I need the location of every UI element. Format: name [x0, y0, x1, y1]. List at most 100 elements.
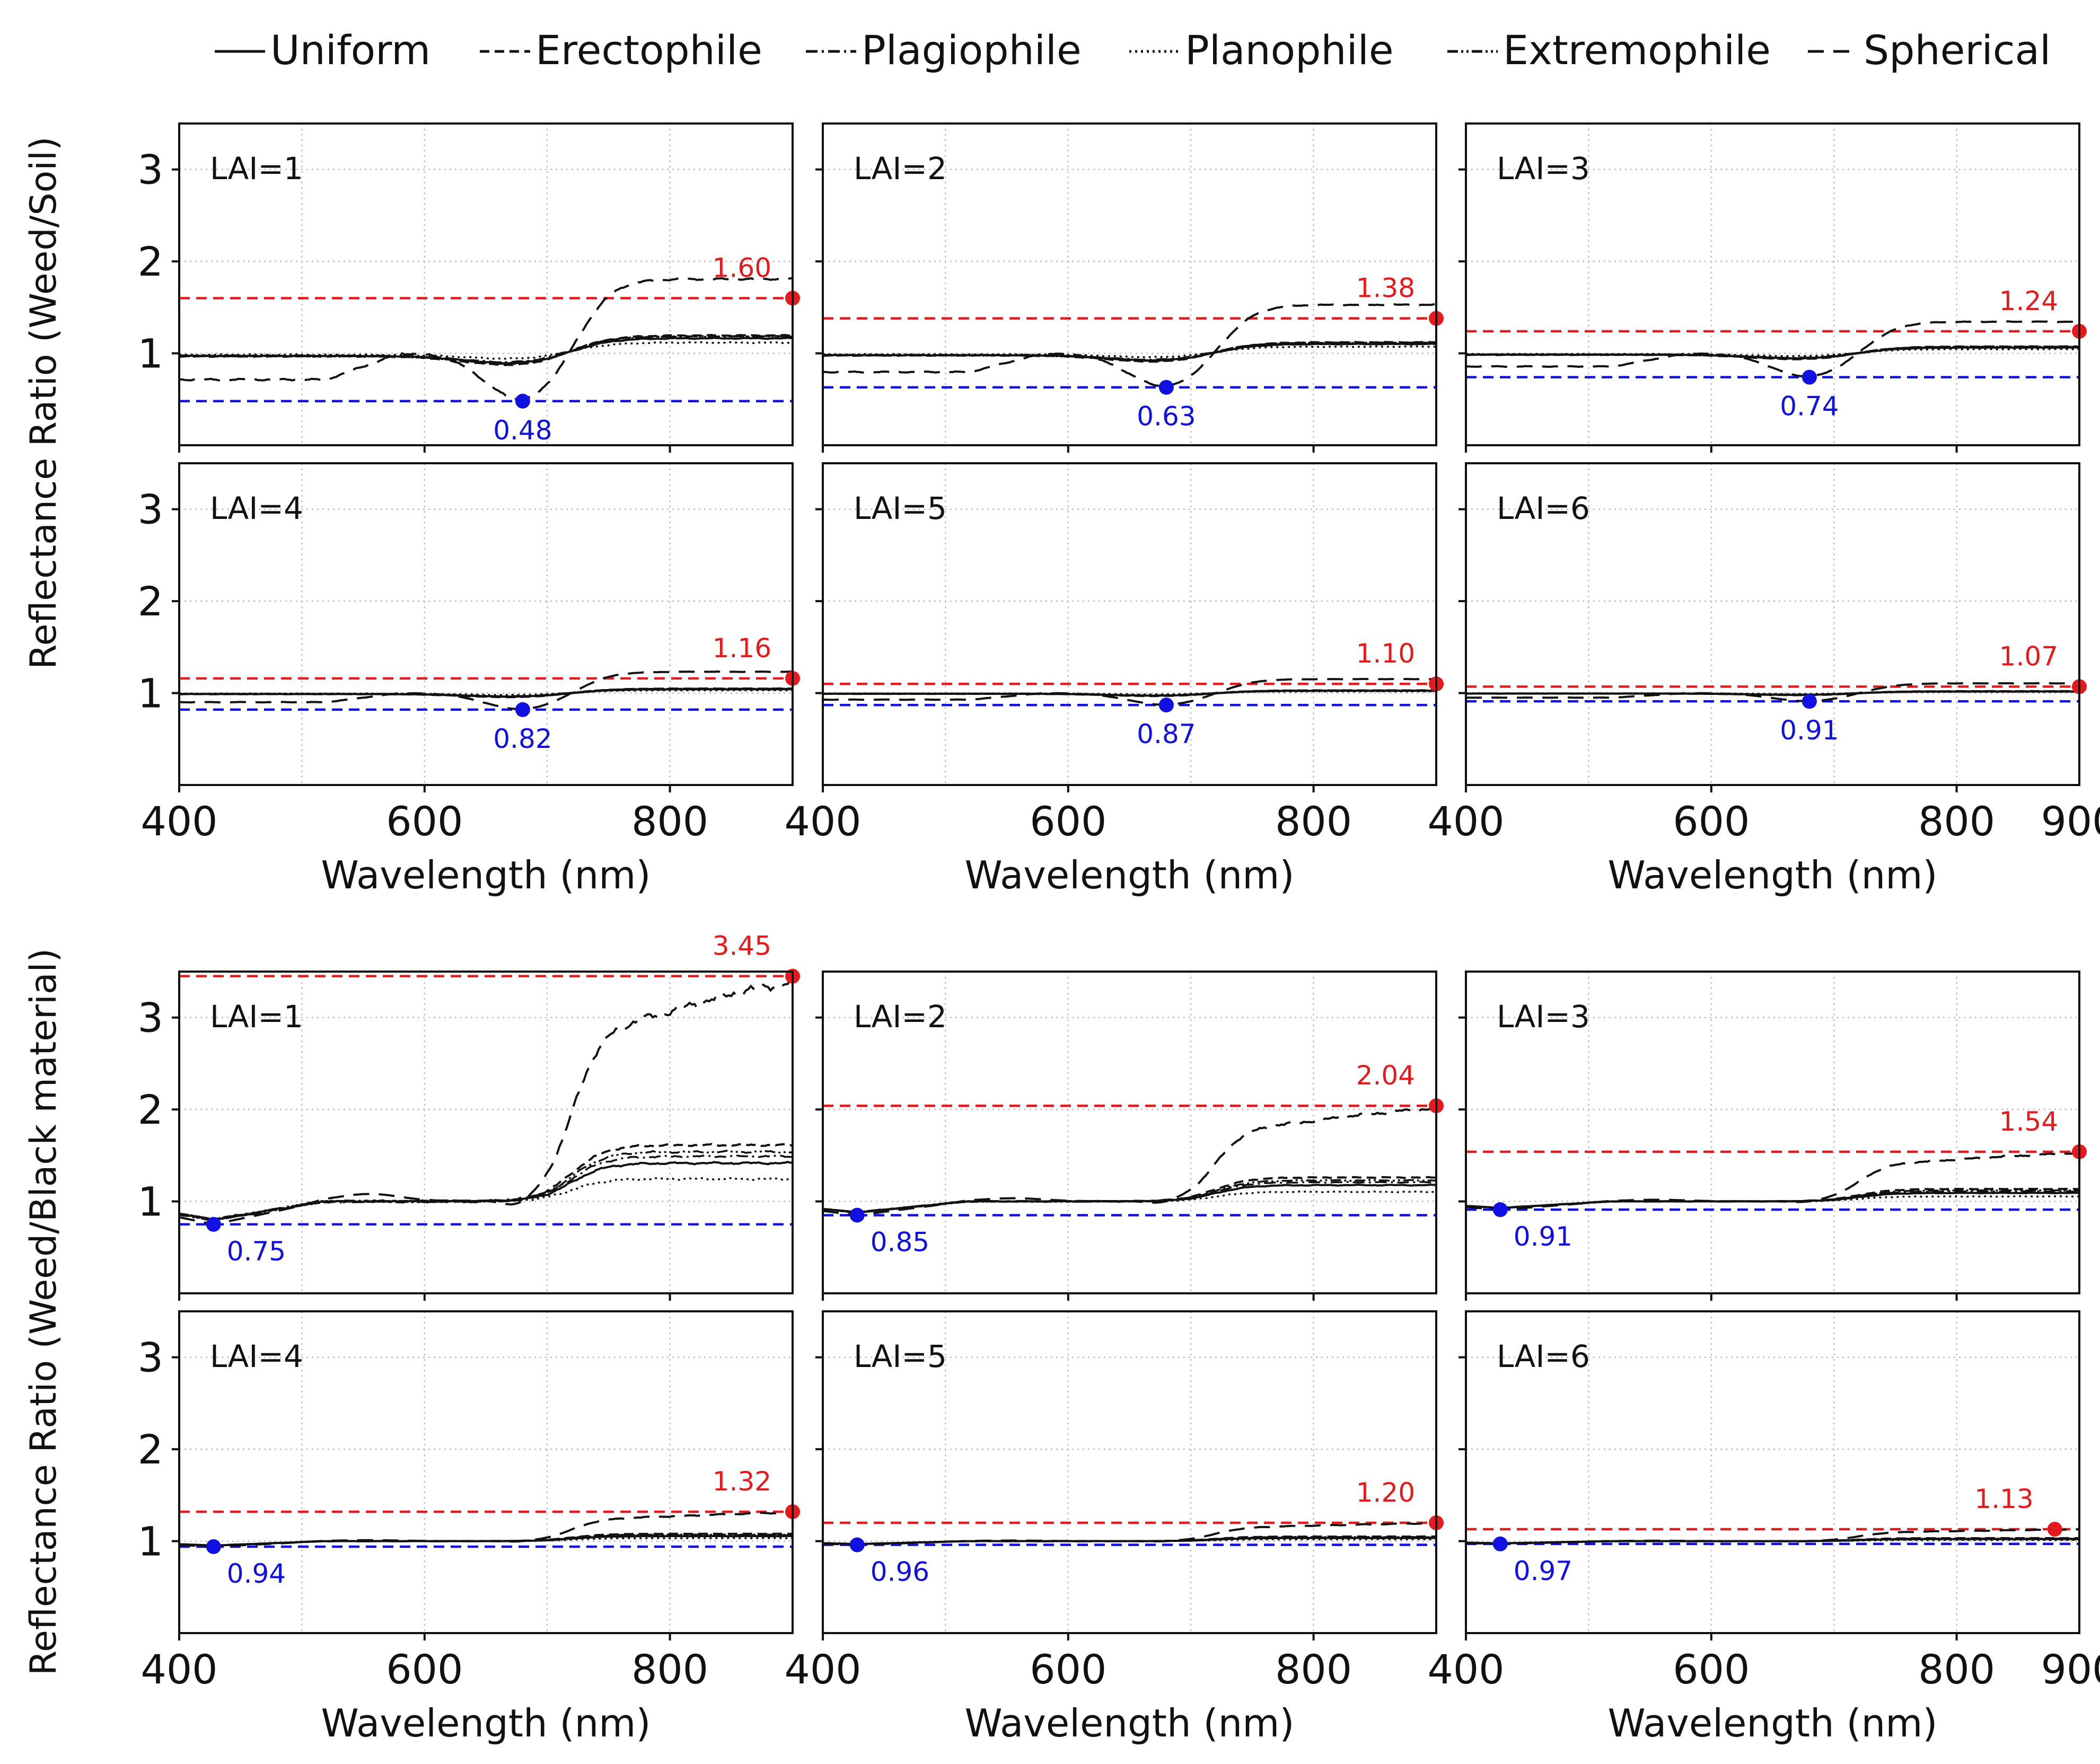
- min-point: [1802, 694, 1817, 709]
- y-tick-label: 2: [138, 578, 163, 625]
- panel-lai-3: 1.54 0.91 LAI=3: [1458, 971, 2087, 1301]
- series-line-spherical: [1466, 1189, 2079, 1209]
- max-value-label: 1.24: [1999, 286, 2058, 316]
- panel-lai-2: 2.04 0.85 LAI=2: [815, 971, 1444, 1301]
- min-value-label: 0.97: [1514, 1556, 1572, 1586]
- min-value-label: 0.91: [1780, 715, 1839, 746]
- series-line-spherical: [1466, 346, 2079, 360]
- panel-frame: [1465, 462, 2080, 786]
- series-line-uniform: [179, 670, 793, 711]
- panel-lai-4: 1.32 0.94 LAI=4 400 600 800 1 2 3 Wavelength (nm): [138, 1310, 800, 1745]
- panel-lai-1: 3.45 0.75 LAI=1 1 2 3: [138, 931, 800, 1301]
- y-axis-label-top: Reflectance Ratio (Weed/Soil): [23, 136, 65, 669]
- series-line-extremophile: [823, 1190, 1436, 1214]
- chart-group-weed-soil: 1.60 0.48 LAI=1 1 2 3 1.38 0.63 LAI=2 1.24 0.74 LAI…: [138, 122, 2100, 897]
- series-line-erectophile: [823, 342, 1436, 362]
- max-value-label: 1.10: [1356, 638, 1415, 669]
- x-tick-label: 800: [1275, 798, 1352, 845]
- x-tick-label: 800: [631, 1646, 708, 1693]
- lai-label: LAI=6: [1497, 1338, 1590, 1374]
- x-tick-label: 600: [386, 1646, 463, 1693]
- lai-label: LAI=1: [210, 999, 303, 1035]
- panel-frame: [1465, 122, 2080, 446]
- legend: Uniform Erectophile Plagiophile Planophile E…: [215, 27, 2051, 74]
- y-tick-label: 2: [138, 1426, 163, 1473]
- series-line-spherical: [1466, 690, 2079, 696]
- x-axis-label: Wavelength (nm): [321, 853, 651, 897]
- x-tick-label: 400: [1427, 798, 1504, 845]
- lai-label: LAI=4: [210, 1338, 303, 1374]
- min-value-label: 0.63: [1137, 401, 1196, 432]
- x-tick-label: 600: [1030, 798, 1106, 845]
- min-point: [1158, 380, 1174, 395]
- legend-label: Plagiophile: [862, 27, 1082, 74]
- panel-frame: [178, 122, 794, 446]
- series-line-planophile: [179, 334, 793, 364]
- min-point: [515, 393, 530, 409]
- min-value-label: 0.87: [1137, 719, 1196, 749]
- series-line-extremophile: [179, 1177, 793, 1221]
- min-value-label: 0.74: [1780, 391, 1839, 422]
- x-tick-label: 800: [1918, 798, 1995, 845]
- x-axis-label: Wavelength (nm): [965, 853, 1295, 897]
- y-tick-label: 2: [138, 1086, 163, 1133]
- panel-frame: [178, 462, 794, 786]
- lai-label: LAI=2: [854, 999, 947, 1035]
- panel-lai-5: 1.10 0.87 LAI=5 400 600 800 Wavelength (nm): [784, 462, 1444, 897]
- x-tick-label: 800: [1275, 1646, 1352, 1693]
- x-tick-label: 600: [386, 798, 463, 845]
- chart-group-weed-black: 3.45 0.75 LAI=1 1 2 3 2.04 0.85 LAI=2 1.54 0.91 LAI…: [138, 931, 2100, 1745]
- lai-label: LAI=2: [854, 151, 947, 187]
- series-line-uniform: [823, 677, 1436, 706]
- series-line-spherical: [823, 341, 1436, 362]
- legend-label: Spherical: [1864, 27, 2051, 74]
- min-value-label: 0.85: [871, 1227, 929, 1258]
- min-point: [1492, 1536, 1508, 1551]
- panel-lai-1: 1.60 0.48 LAI=1 1 2 3: [138, 122, 800, 453]
- max-value-label: 1.32: [713, 1466, 771, 1497]
- legend-label: Erectophile: [535, 27, 762, 74]
- min-point: [206, 1539, 221, 1554]
- max-value-label: 1.20: [1356, 1477, 1415, 1508]
- y-tick-label: 3: [138, 1334, 163, 1381]
- legend-label: Planophile: [1185, 27, 1394, 74]
- max-value-label: 1.60: [713, 253, 771, 284]
- y-tick-label: 2: [138, 238, 163, 285]
- max-value-label: 1.16: [713, 633, 771, 664]
- max-value-label: 2.04: [1356, 1060, 1415, 1091]
- panel-lai-4: 1.16 0.82 LAI=4 400 600 800 1 2 3 Wavelength (nm): [138, 462, 800, 897]
- y-tick-label: 1: [138, 1178, 163, 1225]
- legend-label: Extremophile: [1503, 27, 1771, 74]
- x-axis-label: Wavelength (nm): [1608, 1701, 1938, 1745]
- panel-frame: [1465, 971, 2080, 1294]
- series-line-uniform: [823, 303, 1436, 388]
- series-line-spherical: [179, 1533, 793, 1547]
- max-value-label: 1.54: [1999, 1106, 2058, 1137]
- max-value-label: 1.13: [1974, 1484, 2033, 1514]
- series-line-erectophile: [823, 1183, 1436, 1214]
- series-line-spherical: [823, 1179, 1436, 1213]
- max-value-label: 1.07: [1999, 641, 2058, 672]
- series-line-plagiophile: [1466, 690, 2079, 696]
- x-tick-label: 800: [1918, 1646, 1995, 1693]
- lai-label: LAI=4: [210, 490, 303, 526]
- series-line-plagiophile: [179, 687, 793, 699]
- x-axis-label: Wavelength (nm): [321, 1701, 651, 1745]
- series-line-plagiophile: [1466, 1187, 2079, 1210]
- x-tick-label: 400: [784, 798, 861, 845]
- series-line-plagiophile: [179, 1532, 793, 1547]
- series-line-plagiophile: [1466, 1537, 2079, 1545]
- series-line-spherical: [823, 689, 1436, 697]
- x-tick-label: 400: [140, 798, 217, 845]
- y-tick-label: 3: [138, 994, 163, 1042]
- series-line-plagiophile: [823, 689, 1436, 698]
- min-value-label: 0.96: [871, 1557, 929, 1587]
- x-tick-label: 600: [1673, 798, 1750, 845]
- legend-item-extremophile: Extremophile: [1447, 27, 1771, 74]
- lai-label: LAI=3: [1497, 151, 1590, 187]
- min-point: [515, 702, 530, 717]
- min-point: [206, 1216, 221, 1232]
- y-tick-label: 1: [138, 330, 163, 377]
- lai-label: LAI=5: [854, 1338, 947, 1374]
- min-point: [1158, 698, 1174, 713]
